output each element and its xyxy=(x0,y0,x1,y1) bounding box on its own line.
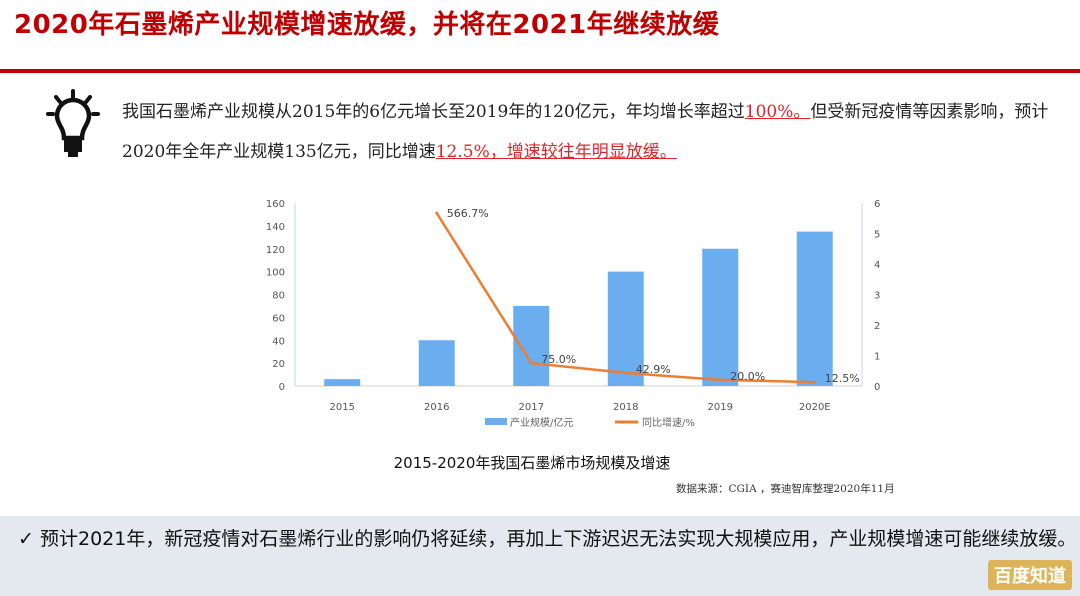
left-tick-label: 100 xyxy=(266,268,285,279)
growth-point xyxy=(624,371,628,375)
left-tick-label: 140 xyxy=(266,222,285,233)
right-tick-label: 3 xyxy=(874,291,880,302)
right-tick-label: 5 xyxy=(874,230,880,241)
right-tick-label: 4 xyxy=(874,260,880,271)
check-icon: ✓ xyxy=(18,528,34,550)
x-tick-label: 2018 xyxy=(613,402,638,413)
page-title: 2020年石墨烯产业规模增速放缓，并将在2021年继续放缓 xyxy=(14,10,720,40)
left-tick-label: 160 xyxy=(266,199,285,210)
highlight-growth-rate: 100%。 xyxy=(744,102,811,122)
left-tick-label: 120 xyxy=(266,245,285,256)
x-tick-label: 2020E xyxy=(799,402,831,413)
growth-point xyxy=(813,380,817,384)
data-label: 20.0% xyxy=(730,370,765,383)
market-chart: 0 20 40 60 80 100 120 140 160 0 1 2 3 4 5 6 2015 2016 2017… xyxy=(266,199,880,429)
left-tick-label: 20 xyxy=(272,359,285,370)
intro-text-1: 我国石墨烯产业规模从2015年的6亿元增长至2019年的120亿元，年均增长率超… xyxy=(122,102,745,122)
bar xyxy=(418,340,455,386)
legend-line-label: 同比增速/% xyxy=(642,416,695,429)
legend-bar-swatch xyxy=(485,418,507,425)
data-label: 12.5% xyxy=(825,372,860,385)
x-tick-label: 2017 xyxy=(519,402,544,413)
conclusion-text-block: ✓ 预计2021年，新冠疫情对石墨烯行业的影响仍将延续，再加上下游迟迟无法实现大规… xyxy=(18,523,1078,556)
bar xyxy=(796,231,833,386)
conclusion-text: 预计2021年，新冠疫情对石墨烯行业的影响仍将延续，再加上下游迟迟无法实现大规模… xyxy=(40,528,1077,550)
right-tick-label: 2 xyxy=(874,321,880,332)
title-divider xyxy=(0,69,1080,73)
data-label: 42.9% xyxy=(636,363,671,376)
intro-paragraph: 我国石墨烯产业规模从2015年的6亿元增长至2019年的120亿元，年均增长率超… xyxy=(122,92,1052,172)
growth-point xyxy=(718,378,722,382)
highlight-2020-growth: 12.5%，增速较往年明显放缓。 xyxy=(435,142,677,162)
lightbulb-icon xyxy=(46,89,100,157)
right-tick-label: 6 xyxy=(874,199,880,210)
right-tick-label: 1 xyxy=(874,352,880,363)
legend-bar-label: 产业规模/亿元 xyxy=(510,416,573,429)
growth-point xyxy=(529,361,533,365)
data-label: 566.7% xyxy=(447,207,489,220)
bar xyxy=(513,305,550,386)
intro-text-2: 但受新冠疫情等因素影响，预计2020年全年产业规模135亿元，同比增速 xyxy=(122,102,1049,162)
bar xyxy=(324,379,361,386)
x-tick-label: 2019 xyxy=(708,402,733,413)
data-source: 数据来源：CGIA ，赛迪智库整理2020年11月 xyxy=(676,483,895,495)
left-tick-label: 80 xyxy=(272,291,285,302)
bar xyxy=(702,248,739,386)
baidu-zhidao-logo: 百度知道 xyxy=(988,560,1072,590)
data-label: 75.0% xyxy=(541,353,576,366)
left-tick-label: 60 xyxy=(272,313,285,324)
right-tick-label: 0 xyxy=(874,382,880,393)
bar xyxy=(607,271,644,386)
left-tick-label: 0 xyxy=(279,382,285,393)
conclusion-band xyxy=(0,516,1080,596)
x-tick-label: 2015 xyxy=(330,402,355,413)
left-tick-label: 40 xyxy=(272,336,285,347)
x-tick-label: 2016 xyxy=(424,402,449,413)
chart-title: 2015-2020年我国石墨烯市场规模及增速 xyxy=(393,454,671,472)
growth-point xyxy=(435,211,439,215)
